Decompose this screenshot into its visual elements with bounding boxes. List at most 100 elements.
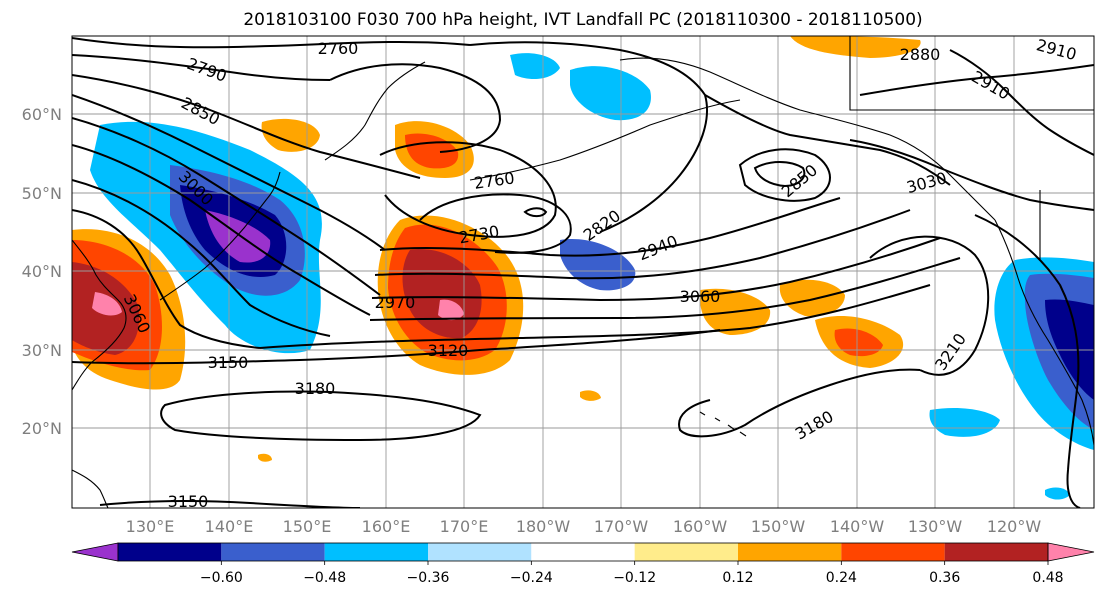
height-contour bbox=[259, 284, 931, 349]
lon-label: 130°W bbox=[908, 517, 963, 536]
hawaii-islands bbox=[699, 411, 747, 437]
lon-label: 120°W bbox=[987, 517, 1042, 536]
colorbar-tick-label: −0.48 bbox=[303, 570, 346, 586]
ivt-region bbox=[834, 328, 883, 357]
north-america-coastline bbox=[994, 219, 1094, 446]
ivt-region bbox=[790, 36, 921, 58]
colorbar: −0.60 −0.48 −0.36 −0.24 −0.12 0.12 0.24 0.36 0.4… bbox=[71, 542, 1095, 586]
height-contour bbox=[704, 94, 951, 186]
height-contour bbox=[523, 207, 548, 218]
alaska-coastline bbox=[619, 57, 996, 221]
ivt-region bbox=[580, 390, 601, 401]
map-panel: 2760 2790 2850 3000 3060 3150 3180 2760 … bbox=[71, 35, 1095, 511]
height-contour bbox=[72, 209, 261, 349]
height-contour bbox=[72, 94, 386, 251]
colorbar-swatch bbox=[738, 543, 842, 561]
colorbar-extend-max bbox=[1047, 542, 1095, 562]
height-contour bbox=[753, 161, 806, 188]
height-contour bbox=[949, 49, 1094, 156]
height-contour bbox=[329, 63, 502, 153]
lat-label: 40°N bbox=[22, 262, 62, 281]
lat-label: 30°N bbox=[22, 341, 62, 360]
colorbar-frame bbox=[117, 542, 1049, 562]
height-contour bbox=[72, 37, 471, 49]
lon-label: 140°W bbox=[830, 517, 885, 536]
height-contour bbox=[160, 390, 482, 442]
contour-label: 3150 bbox=[168, 492, 209, 511]
height-contour bbox=[379, 197, 841, 257]
ivt-region bbox=[438, 299, 464, 321]
height-contour bbox=[72, 179, 331, 337]
colorbar-tick-label: 0.12 bbox=[722, 570, 753, 586]
contour-label: 3180 bbox=[295, 379, 336, 398]
colorbar-tick-label: −0.36 bbox=[407, 570, 450, 586]
colorbar-swatch bbox=[944, 543, 1048, 561]
colorbar-tick-labels: −0.60 −0.48 −0.36 −0.24 −0.12 0.12 0.24 0.36 0.4… bbox=[200, 561, 1064, 586]
map-frame bbox=[71, 35, 1095, 509]
coastlines bbox=[72, 36, 1094, 508]
asia-coastline bbox=[72, 239, 127, 391]
lat-label: 50°N bbox=[22, 184, 62, 203]
ivt-region bbox=[570, 66, 651, 121]
latitude-gridlines bbox=[72, 113, 1094, 429]
height-contour bbox=[72, 74, 421, 179]
height-contour bbox=[738, 148, 831, 202]
colorbar-tick-label: 0.24 bbox=[826, 570, 857, 586]
lon-label: 160°W bbox=[673, 517, 728, 536]
colorbar-swatch bbox=[221, 543, 325, 561]
ivt-shading bbox=[72, 36, 1094, 500]
colorbar-swatch bbox=[841, 543, 945, 561]
height-contours bbox=[72, 37, 1094, 508]
height-contour bbox=[72, 54, 331, 81]
ivt-region bbox=[510, 53, 560, 80]
height-contour bbox=[72, 329, 721, 365]
colorbar-extend-min bbox=[71, 542, 119, 562]
colorbar-swatch bbox=[118, 543, 222, 561]
height-contour bbox=[72, 117, 381, 296]
lon-label: 130°E bbox=[126, 517, 175, 536]
latitude-axis: 60°N 50°N 40°N 30°N 20°N bbox=[22, 105, 62, 438]
lon-label: 150°W bbox=[751, 517, 806, 536]
lon-label: 180°W bbox=[516, 517, 571, 536]
height-contour bbox=[419, 193, 572, 254]
height-contour bbox=[99, 499, 361, 508]
ivt-region bbox=[929, 408, 1000, 437]
ivt-region bbox=[779, 279, 845, 317]
ivt-region bbox=[258, 453, 272, 462]
height-contour bbox=[374, 209, 911, 280]
colorbar-tick-label: −0.60 bbox=[200, 570, 243, 586]
lon-label: 140°E bbox=[205, 517, 254, 536]
height-contour bbox=[371, 237, 941, 302]
height-contour bbox=[859, 64, 1094, 96]
contour-label: 2760 bbox=[318, 39, 359, 58]
longitude-axis: 130°E 140°E 150°E 160°E 170°E 180°W 170°… bbox=[126, 517, 1042, 536]
colorbar-tick-label: 0.48 bbox=[1032, 570, 1063, 586]
height-contour bbox=[369, 257, 961, 321]
ivt-region bbox=[92, 292, 122, 316]
contour-label: 2970 bbox=[375, 293, 416, 312]
colorbar-swatch bbox=[634, 543, 738, 561]
colorbar-swatch bbox=[324, 543, 428, 561]
lon-label: 170°E bbox=[440, 517, 489, 536]
colorbar-swatch bbox=[428, 543, 532, 561]
lon-label: 170°W bbox=[594, 517, 649, 536]
colorbar-swatch bbox=[531, 543, 635, 561]
ivt-region bbox=[261, 118, 320, 152]
height-contour bbox=[869, 235, 990, 376]
gridlines bbox=[72, 36, 1094, 508]
ivt-region bbox=[1045, 487, 1070, 500]
height-contour bbox=[678, 368, 921, 438]
height-contour bbox=[974, 214, 1081, 508]
lon-label: 150°E bbox=[283, 517, 332, 536]
contour-label: 3060 bbox=[680, 287, 721, 306]
contour-label: 3120 bbox=[428, 341, 469, 360]
lat-label: 60°N bbox=[22, 105, 62, 124]
japan-coastline bbox=[159, 171, 281, 301]
height-contour bbox=[469, 41, 709, 233]
colorbar-tick-label: −0.24 bbox=[510, 570, 553, 586]
height-contour bbox=[379, 141, 557, 238]
aleutian-chain bbox=[469, 99, 741, 181]
lon-label: 160°E bbox=[362, 517, 411, 536]
height-contour bbox=[849, 139, 1094, 211]
